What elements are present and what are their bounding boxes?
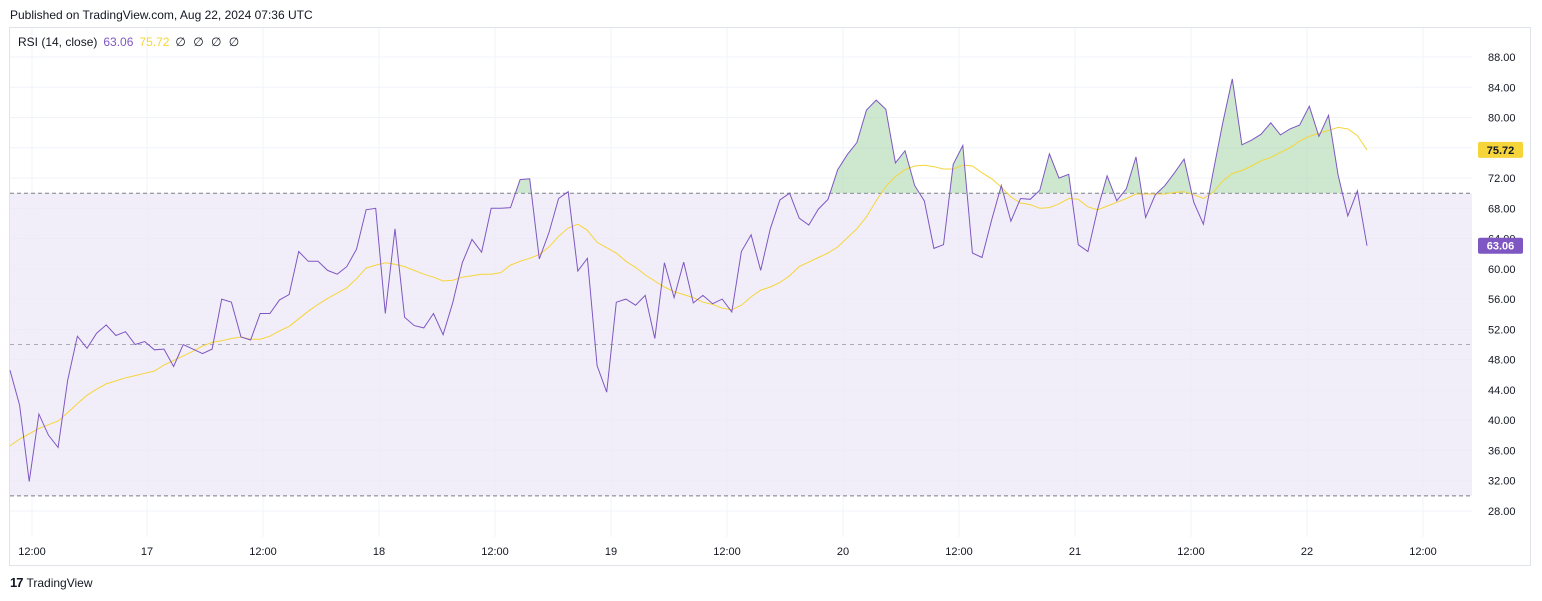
x-tick-label: 20 (837, 546, 849, 558)
y-tick-label: 36.00 (1488, 445, 1516, 457)
overbought-fill (515, 78, 1358, 194)
rsi-series-line (9, 78, 1368, 482)
last-value-tag-bg (1478, 237, 1523, 254)
ma-series-line (9, 126, 1368, 447)
x-tick-label: 12:00 (945, 546, 973, 558)
y-axis: 88.0084.0080.0076.0072.0068.0064.0060.00… (1488, 52, 1516, 518)
ma-value: 75.72 (139, 35, 170, 49)
y-tick-label: 88.00 (1488, 52, 1516, 64)
footer-brand[interactable]: 17 TradingView (10, 575, 93, 590)
rsi-value: 63.06 (103, 35, 134, 49)
last-value-tag-bg (1478, 141, 1523, 158)
y-tick-label: 68.00 (1488, 203, 1516, 215)
x-axis: 12:00 17 12:00 18 12:00 19 12:00 20 12:00 21 12:00… (18, 546, 1437, 558)
brand-name: TradingView (26, 575, 93, 590)
x-tick-label: 12:00 (18, 546, 46, 558)
last-value-tag-label: 63.06 (1487, 241, 1515, 253)
x-tick-label: 12:00 (713, 546, 741, 558)
y-tick-label: 48.00 (1488, 355, 1516, 367)
chart-frame (9, 27, 1531, 566)
indicator-name: RSI (14, close) (18, 35, 98, 49)
x-tick-label: 12:00 (1409, 546, 1437, 558)
y-tick-label: 52.00 (1488, 324, 1516, 336)
y-tick-label: 84.00 (1488, 82, 1516, 94)
x-tick-label: 21 (1069, 546, 1081, 558)
y-tick-label: 32.00 (1488, 476, 1516, 488)
y-tick-label: 80.00 (1488, 113, 1516, 125)
indicator-legend[interactable]: RSI (14, close) 63.06 75.72 ∅ ∅ ∅ ∅ (18, 35, 241, 49)
y-tick-label: 40.00 (1488, 415, 1516, 427)
x-tick-label: 18 (373, 546, 385, 558)
x-tick-label: 12:00 (1177, 546, 1205, 558)
last-value-tags: 75.72 63.06 (1478, 141, 1523, 254)
x-tick-label: 17 (141, 546, 153, 558)
extra-values: ∅ ∅ ∅ ∅ (175, 35, 242, 49)
y-tick-label: 56.00 (1488, 294, 1516, 306)
y-tick-label: 28.00 (1488, 506, 1516, 518)
y-tick-label: 60.00 (1488, 264, 1516, 276)
x-tick-label: 19 (605, 546, 617, 558)
tradingview-logo-icon: 17 (10, 575, 24, 590)
last-value-tag-label: 75.72 (1487, 145, 1515, 157)
y-tick-label: 44.00 (1488, 385, 1516, 397)
x-tick-label: 12:00 (249, 546, 277, 558)
published-caption: Published on TradingView.com, Aug 22, 20… (10, 8, 313, 22)
x-tick-label: 12:00 (481, 546, 509, 558)
x-tick-label: 22 (1301, 546, 1313, 558)
y-tick-label: 72.00 (1488, 173, 1516, 185)
